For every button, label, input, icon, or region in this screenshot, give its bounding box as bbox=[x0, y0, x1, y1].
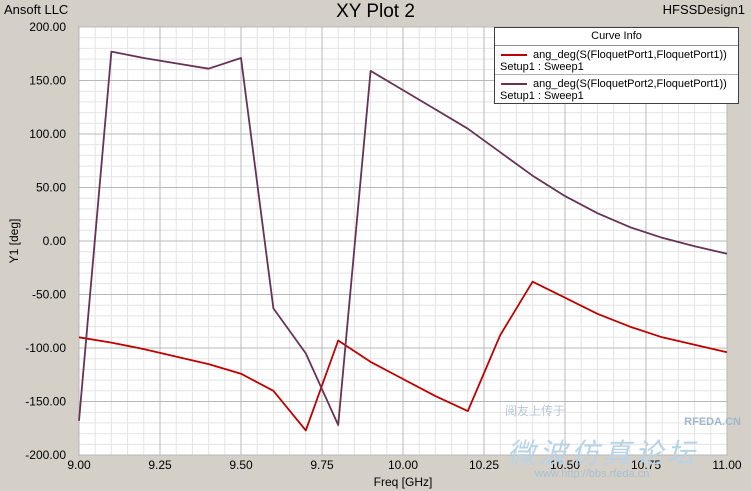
y-tick-label: 0.00 bbox=[43, 234, 67, 248]
x-tick-label: 9.50 bbox=[229, 458, 253, 472]
y-tick-label: -200.00 bbox=[25, 448, 66, 462]
x-tick-label: 10.25 bbox=[469, 458, 499, 472]
x-tick-label: 9.25 bbox=[148, 458, 172, 472]
legend-entry-s11[interactable]: ang_deg(S(FloquetPort1,FloquetPort1)) Se… bbox=[495, 46, 738, 75]
series-layer bbox=[78, 50, 728, 432]
x-tick-label: 11.00 bbox=[712, 458, 741, 472]
x-tick-label: 9.75 bbox=[310, 458, 334, 472]
y-tick-label: -100.00 bbox=[25, 341, 66, 355]
tick-labels: 9.00 9.25 9.50 9.75 10.00 10.25 10.50 10.75 11.0… bbox=[25, 20, 742, 472]
x-tick-label: 10.00 bbox=[388, 458, 418, 472]
legend-setup: Setup1 : Sweep1 bbox=[500, 61, 584, 73]
y-tick-label: 100.00 bbox=[29, 127, 66, 141]
design-label: HFSSDesign1 bbox=[662, 2, 745, 17]
legend-series-name: ang_deg(S(FloquetPort2,FloquetPort1)) bbox=[533, 78, 727, 90]
y-tick-label: -50.00 bbox=[32, 288, 66, 302]
legend-entry-s21[interactable]: ang_deg(S(FloquetPort2,FloquetPort1)) Se… bbox=[495, 75, 738, 103]
curve-info-legend[interactable]: Curve Info ang_deg(S(FloquetPort1,Floque… bbox=[494, 27, 739, 104]
legend-series-name: ang_deg(S(FloquetPort1,FloquetPort1)) bbox=[533, 49, 727, 61]
y-axis-label: Y1 [deg] bbox=[7, 219, 21, 264]
legend-setup: Setup1 : Sweep1 bbox=[500, 90, 584, 102]
legend-title: Curve Info bbox=[495, 28, 738, 46]
x-axis-label: Freq [GHz] bbox=[374, 475, 433, 489]
y-tick-label: 200.00 bbox=[29, 20, 66, 34]
series-line-1[interactable] bbox=[78, 280, 728, 432]
x-tick-label: 10.50 bbox=[550, 458, 580, 472]
legend-swatch-s21 bbox=[501, 83, 527, 85]
legend-swatch-s11 bbox=[501, 54, 527, 56]
y-tick-label: 50.00 bbox=[36, 181, 66, 195]
series-line-2[interactable] bbox=[78, 50, 728, 426]
y-tick-label: 150.00 bbox=[29, 74, 66, 88]
x-tick-label: 9.00 bbox=[67, 458, 91, 472]
x-tick-label: 10.75 bbox=[631, 458, 661, 472]
company-label: Ansoft LLC bbox=[4, 2, 69, 17]
y-tick-label: -150.00 bbox=[25, 395, 66, 409]
